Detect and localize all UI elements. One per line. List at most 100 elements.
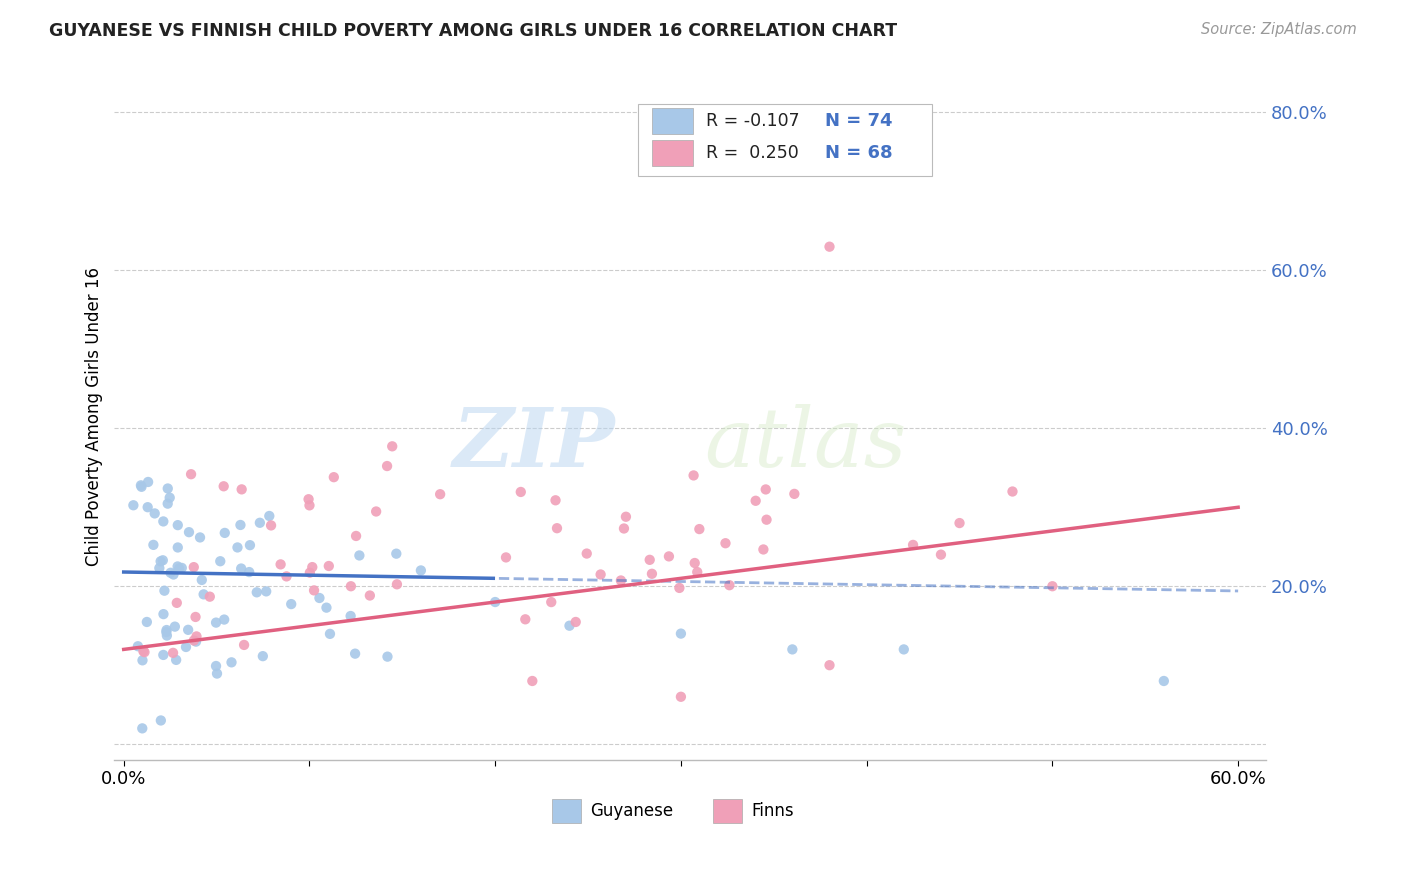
Point	[174, 640, 197, 654]
Point	[231, 483, 253, 497]
Point	[155, 623, 177, 637]
Point	[156, 497, 179, 511]
Point	[131, 722, 153, 736]
Point	[301, 560, 323, 574]
Point	[205, 615, 228, 630]
Point	[280, 597, 302, 611]
Text: R =  0.250: R = 0.250	[706, 145, 799, 162]
Point	[127, 639, 149, 653]
Point	[188, 531, 211, 545]
Point	[385, 547, 408, 561]
Point	[349, 549, 371, 563]
Point	[575, 547, 598, 561]
Bar	[553, 799, 581, 823]
Bar	[652, 108, 693, 134]
Point	[669, 690, 692, 704]
Point	[782, 642, 804, 657]
Point	[212, 613, 235, 627]
Point	[148, 561, 170, 575]
Point	[669, 626, 692, 640]
Point	[156, 482, 179, 496]
Point	[409, 564, 432, 578]
Point	[752, 542, 775, 557]
Point	[152, 648, 174, 662]
Point	[818, 658, 841, 673]
Point	[165, 653, 187, 667]
Point	[205, 666, 228, 681]
Point	[214, 525, 236, 540]
Point	[366, 504, 388, 518]
Point	[683, 556, 706, 570]
Point	[564, 615, 586, 629]
Point	[375, 458, 398, 473]
Y-axis label: Child Poverty Among Girls Under 16: Child Poverty Among Girls Under 16	[86, 267, 103, 566]
Point	[152, 553, 174, 567]
Bar	[713, 799, 742, 823]
Point	[544, 493, 567, 508]
Point	[184, 610, 207, 624]
Point	[610, 574, 633, 588]
Point	[136, 475, 159, 489]
Point	[149, 554, 172, 568]
Point	[212, 479, 235, 493]
Point	[319, 627, 342, 641]
Point	[318, 559, 340, 574]
Point	[198, 590, 221, 604]
Point	[159, 566, 181, 580]
Point	[177, 623, 200, 637]
Point	[515, 612, 537, 626]
Point	[755, 483, 778, 497]
Text: ZIP: ZIP	[453, 404, 616, 484]
FancyBboxPatch shape	[638, 103, 932, 176]
Text: Source: ZipAtlas.com: Source: ZipAtlas.com	[1201, 22, 1357, 37]
Point	[509, 485, 531, 500]
Point	[686, 565, 709, 579]
Point	[183, 560, 205, 574]
Point	[170, 561, 193, 575]
Point	[893, 642, 915, 657]
Point	[239, 538, 262, 552]
Point	[276, 569, 298, 583]
Point	[226, 541, 249, 555]
Point	[254, 584, 277, 599]
Point	[186, 629, 208, 643]
Point	[322, 470, 344, 484]
Point	[297, 492, 319, 507]
Point	[614, 509, 637, 524]
Point	[540, 595, 562, 609]
Point	[143, 507, 166, 521]
Point	[558, 618, 581, 632]
Point	[613, 521, 636, 535]
Text: N = 74: N = 74	[825, 112, 893, 130]
Point	[131, 653, 153, 667]
Text: atlas: atlas	[704, 404, 907, 484]
Point	[166, 541, 188, 555]
Point	[180, 467, 202, 482]
Point	[298, 566, 321, 580]
Point	[638, 553, 661, 567]
Point	[1042, 579, 1064, 593]
Point	[163, 619, 186, 633]
Point	[252, 649, 274, 664]
Point	[233, 638, 256, 652]
Point	[229, 518, 252, 533]
Point	[381, 439, 404, 453]
Point	[167, 561, 190, 575]
Point	[344, 529, 367, 543]
Point	[184, 634, 207, 648]
Point	[136, 500, 159, 515]
Point	[162, 646, 184, 660]
Point	[142, 538, 165, 552]
Point	[149, 714, 172, 728]
Point	[1153, 673, 1175, 688]
Point	[166, 518, 188, 533]
Point	[162, 567, 184, 582]
Point	[153, 583, 176, 598]
Point	[209, 554, 232, 568]
Point	[668, 581, 690, 595]
Point	[156, 628, 179, 642]
Point	[522, 673, 544, 688]
Point	[260, 518, 283, 533]
Point	[688, 522, 710, 536]
Point	[231, 561, 253, 575]
